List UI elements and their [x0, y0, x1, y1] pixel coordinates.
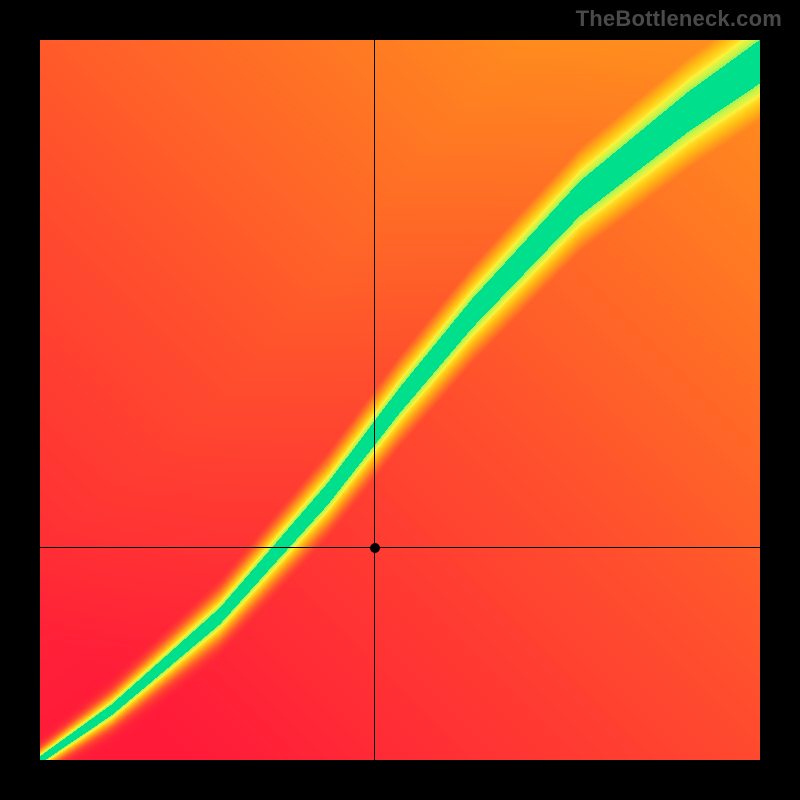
crosshair-vertical	[374, 40, 375, 760]
crosshair-horizontal	[40, 547, 760, 548]
crosshair-point	[370, 543, 380, 553]
heatmap-canvas	[40, 40, 760, 760]
chart-plot-area	[40, 40, 760, 760]
watermark-text: TheBottleneck.com	[576, 6, 782, 32]
